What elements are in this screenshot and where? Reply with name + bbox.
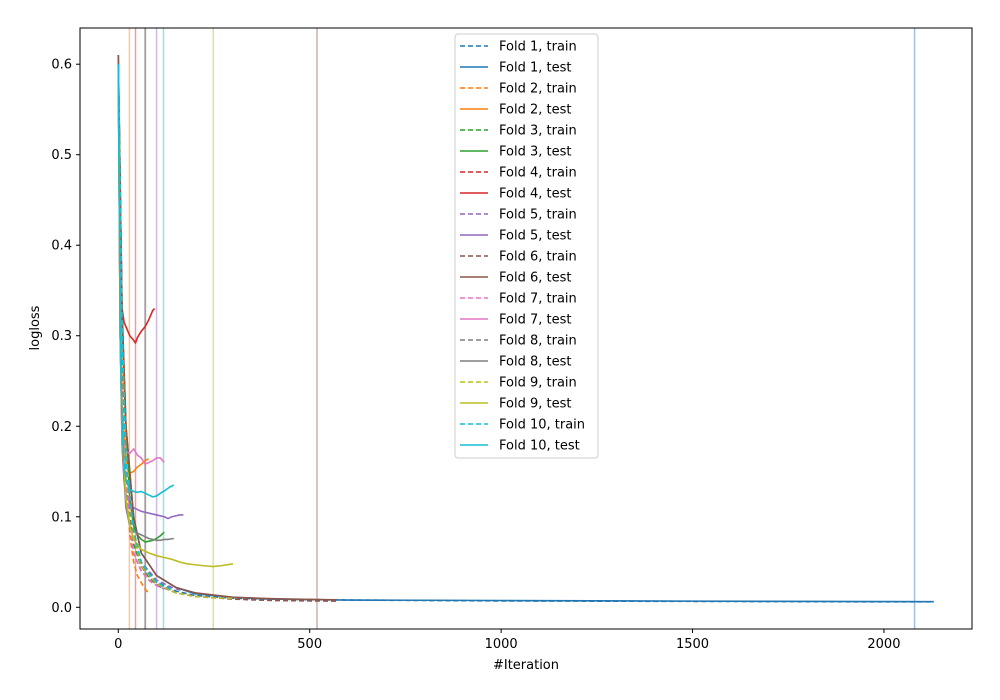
x-tick-label: 1500	[676, 637, 709, 652]
y-tick-label: 0.3	[51, 329, 72, 344]
y-tick-label: 0.4	[51, 239, 72, 254]
legend-label: Fold 2, train	[499, 82, 577, 97]
series-lines	[117, 55, 934, 603]
legend-box	[454, 33, 599, 459]
plot-area-frame	[79, 27, 973, 630]
x-axis-ticks: 0 500 1000 1500 2000	[114, 629, 900, 652]
legend-label: Fold 4, train	[499, 166, 577, 181]
y-tick-label: 0.2	[51, 420, 72, 435]
series-line-fold-10-train	[117, 64, 175, 591]
legend-label: Fold 4, test	[499, 187, 571, 202]
x-tick-label: 1000	[485, 637, 518, 652]
legend-label: Fold 9, train	[499, 376, 577, 391]
y-tick-label: 0.1	[51, 510, 72, 525]
series-line-fold-6-test	[117, 55, 337, 601]
legend-label: Fold 1, test	[499, 61, 571, 76]
best-iteration-lines	[128, 28, 916, 629]
legend-label: Fold 8, train	[499, 334, 577, 349]
legend-label: Fold 10, train	[499, 418, 585, 433]
legend-label: Fold 5, train	[499, 208, 577, 223]
legend-label: Fold 7, train	[499, 292, 577, 307]
y-tick-label: 0.5	[51, 148, 72, 163]
x-tick-label: 2000	[867, 637, 900, 652]
legend-label: Fold 3, test	[499, 145, 571, 160]
legend-label: Fold 5, test	[499, 229, 571, 244]
legend-label: Fold 7, test	[499, 313, 571, 328]
y-axis-ticks: 0.0 0.1 0.2 0.3 0.4 0.5 0.6	[51, 58, 80, 616]
x-axis-label: #Iteration	[493, 658, 559, 673]
y-axis-label: logloss	[28, 305, 43, 350]
legend-label: Fold 8, test	[499, 355, 571, 370]
y-tick-label: 0.6	[51, 58, 72, 73]
y-tick-label: 0.0	[51, 601, 72, 616]
legend-label: Fold 6, train	[499, 250, 577, 265]
x-tick-label: 0	[114, 637, 122, 652]
legend-label: Fold 6, test	[499, 271, 571, 286]
legend-label: Fold 3, train	[499, 124, 577, 139]
legend-label: Fold 10, test	[499, 439, 580, 454]
series-line-fold-10-test	[117, 64, 175, 498]
series-line-fold-9-test	[117, 64, 234, 568]
x-tick-label: 500	[297, 637, 322, 652]
legend-label: Fold 1, train	[499, 40, 577, 55]
legend-label: Fold 9, test	[499, 397, 571, 412]
legend: Fold 1, train Fold 1, test Fold 2, train Fo…	[454, 33, 599, 459]
legend-label: Fold 2, test	[499, 103, 571, 118]
